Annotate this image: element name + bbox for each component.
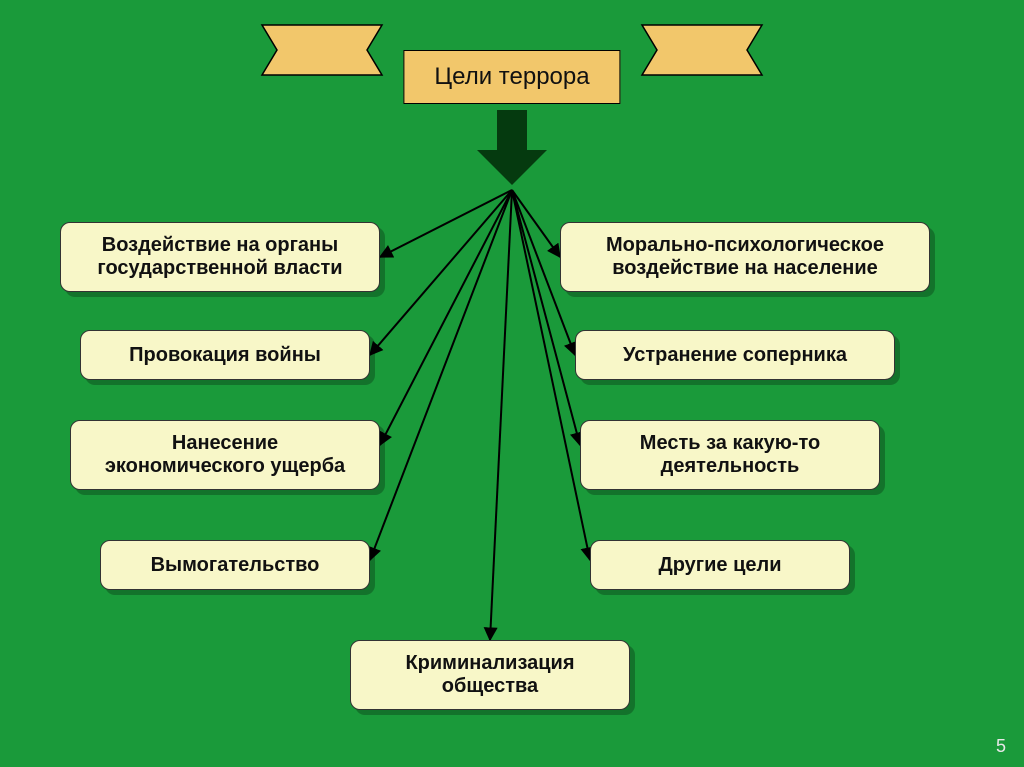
node-n6: Месть за какую-то деятельность bbox=[580, 420, 880, 490]
node-n2: Морально-психологическое воздействие на … bbox=[560, 222, 930, 292]
node-n3: Провокация войны bbox=[80, 330, 370, 380]
node-n7: Вымогательство bbox=[100, 540, 370, 590]
node-n1: Воздействие на органы государственной вл… bbox=[60, 222, 380, 292]
node-n4: Устранение соперника bbox=[575, 330, 895, 380]
node-n9: Криминализация общества bbox=[350, 640, 630, 710]
diagram-title: Цели террора bbox=[403, 50, 620, 104]
down-arrow-icon bbox=[477, 110, 547, 185]
diagram-canvas: Цели террора 5 Воздействие на органы гос… bbox=[0, 0, 1024, 767]
node-n5: Нанесение экономического ущерба bbox=[70, 420, 380, 490]
slide-number: 5 bbox=[996, 736, 1006, 757]
node-n8: Другие цели bbox=[590, 540, 850, 590]
